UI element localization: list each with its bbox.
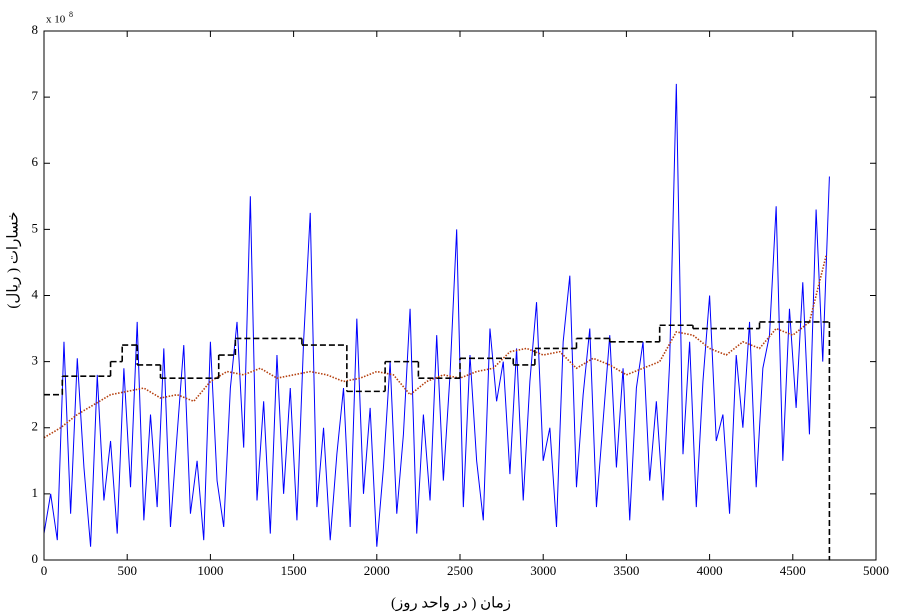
y-tick-label: 3 [32, 353, 39, 368]
x-tick-label: 0 [41, 563, 48, 578]
x-tick-label: 3500 [613, 563, 639, 578]
x-tick-label: 1500 [281, 563, 307, 578]
y-tick-label: 5 [32, 220, 39, 235]
y-tick-label: 2 [32, 419, 39, 434]
y-tick-label: 4 [32, 286, 39, 301]
y-tick-label: 8 [32, 22, 39, 37]
x-tick-label: 5000 [863, 563, 889, 578]
y-multiplier-exponent: 8 [69, 10, 73, 19]
y-axis-label: خسارات ( ریال) [5, 211, 21, 308]
y-tick-label: 0 [32, 551, 39, 566]
series-line [43, 255, 827, 439]
y-tick-label: 7 [32, 88, 39, 103]
y-multiplier: x 10 [46, 14, 66, 26]
y-tick-label: 1 [32, 485, 39, 500]
x-tick-label: 3000 [530, 563, 556, 578]
x-axis-label: زمان ( در واحد روز) [391, 595, 511, 611]
x-tick-label: 4500 [780, 563, 806, 578]
x-tick-label: 2000 [364, 563, 390, 578]
x-tick-label: 1000 [197, 563, 223, 578]
x-tick-label: 2500 [447, 563, 473, 578]
y-tick-label: 6 [32, 154, 39, 169]
x-tick-label: 500 [117, 563, 137, 578]
x-tick-label: 4000 [697, 563, 723, 578]
series-line [43, 83, 830, 547]
